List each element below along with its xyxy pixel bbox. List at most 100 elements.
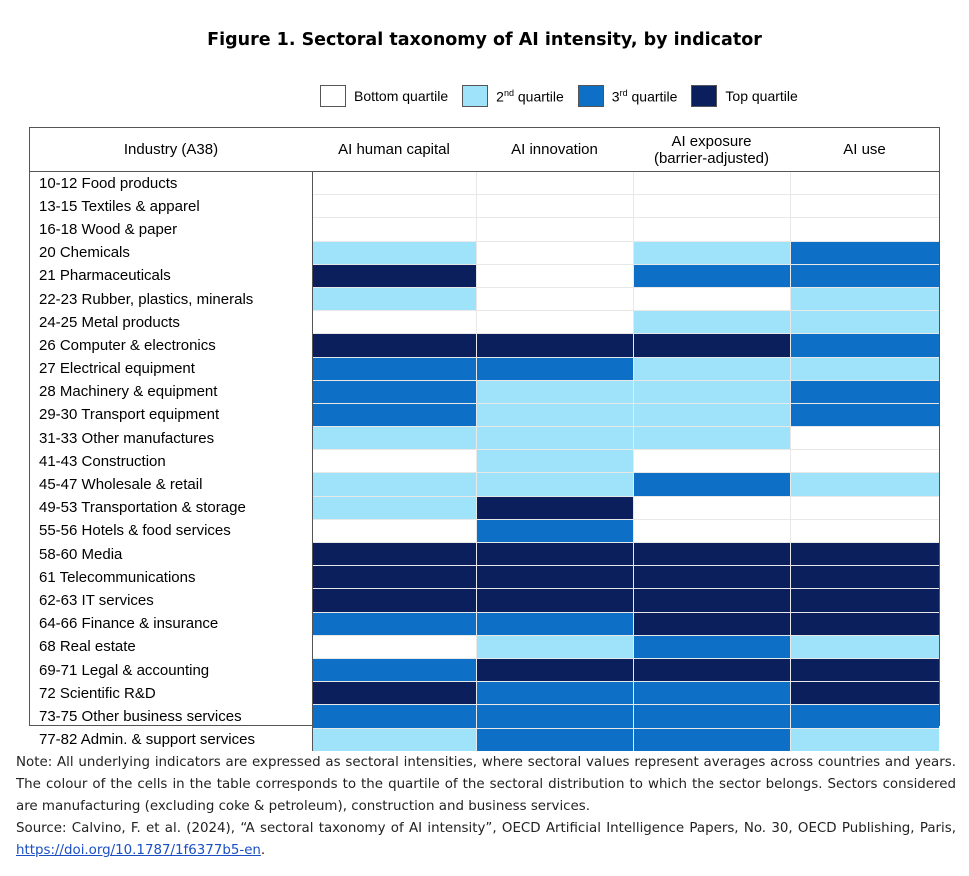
quartile-cell bbox=[789, 426, 939, 451]
table-row: 62-63 IT services bbox=[30, 588, 939, 613]
industry-label: 26 Computer & electronics bbox=[30, 333, 313, 357]
quartile-cell bbox=[475, 194, 633, 219]
quartile-cell bbox=[789, 635, 939, 659]
quartile-cell bbox=[632, 704, 790, 729]
quartile-cell bbox=[311, 357, 476, 381]
legend-item-2nd-quartile: 2nd quartile bbox=[462, 85, 564, 107]
legend-label-2nd: 2nd quartile bbox=[496, 87, 564, 105]
header-ai-human-capital: AI human capital bbox=[312, 128, 476, 172]
industry-label: 10-12 Food products bbox=[30, 171, 313, 195]
quartile-cell bbox=[311, 519, 476, 544]
quartile-cell bbox=[789, 565, 939, 590]
table-row: 61 Telecommunications bbox=[30, 565, 939, 590]
quartile-cell bbox=[789, 612, 939, 636]
quartile-cell bbox=[475, 496, 633, 520]
quartile-cell bbox=[311, 194, 476, 219]
quartile-cell bbox=[632, 194, 790, 219]
quartile-cell bbox=[789, 264, 939, 288]
industry-label: 29-30 Transport equipment bbox=[30, 403, 313, 427]
table-row: 55-56 Hotels & food services bbox=[30, 519, 939, 544]
table-row: 20 Chemicals bbox=[30, 241, 939, 265]
quartile-cell bbox=[475, 310, 633, 335]
quartile-cell bbox=[311, 310, 476, 335]
quartile-cell bbox=[311, 728, 476, 751]
quartile-cell bbox=[311, 658, 476, 683]
quartile-cell bbox=[632, 403, 790, 428]
industry-label: 13-15 Textiles & apparel bbox=[30, 194, 313, 218]
industry-label: 58-60 Media bbox=[30, 542, 313, 566]
table-row: 58-60 Media bbox=[30, 542, 939, 567]
table-row: 41-43 Construction bbox=[30, 449, 939, 474]
industry-label: 62-63 IT services bbox=[30, 588, 313, 613]
quartile-cell bbox=[632, 612, 790, 636]
table-row: 31-33 Other manufactures bbox=[30, 426, 939, 451]
table-row: 22-23 Rubber, plastics, minerals bbox=[30, 287, 939, 312]
table-row: 72 Scientific R&D bbox=[30, 681, 939, 706]
industry-label: 21 Pharmaceuticals bbox=[30, 264, 313, 288]
legend-label-3rd: 3rd quartile bbox=[611, 87, 678, 105]
industry-label: 64-66 Finance & insurance bbox=[30, 612, 313, 636]
quartile-cell bbox=[789, 287, 939, 312]
quartile-cell bbox=[789, 496, 939, 520]
quartile-cell bbox=[789, 171, 939, 196]
quartile-cell bbox=[475, 403, 633, 428]
quartile-cell bbox=[789, 588, 939, 613]
quartile-cell bbox=[475, 612, 633, 636]
legend-swatch-top bbox=[691, 85, 718, 107]
table-row: 73-75 Other business services bbox=[30, 704, 939, 729]
note-text: Note: All underlying indicators are expr… bbox=[16, 755, 956, 814]
quartile-cell bbox=[475, 449, 633, 474]
header-ai-use: AI use bbox=[790, 128, 939, 172]
industry-label: 22-23 Rubber, plastics, minerals bbox=[30, 287, 313, 311]
industry-label: 20 Chemicals bbox=[30, 241, 313, 265]
table-row: 21 Pharmaceuticals bbox=[30, 264, 939, 288]
quartile-cell bbox=[311, 542, 476, 567]
quartile-cell bbox=[789, 333, 939, 358]
quartile-cell bbox=[632, 681, 790, 706]
quartile-cell bbox=[311, 704, 476, 729]
quartile-cell bbox=[789, 357, 939, 381]
quartile-cell bbox=[475, 658, 633, 683]
figure-note: Note: All underlying indicators are expr… bbox=[16, 752, 956, 862]
quartile-cell bbox=[475, 287, 633, 312]
quartile-cell bbox=[632, 241, 790, 265]
quartile-cell bbox=[789, 519, 939, 544]
quartile-cell bbox=[789, 194, 939, 219]
legend-label-bottom: Bottom quartile bbox=[354, 88, 449, 104]
header-industry: Industry (A38) bbox=[30, 128, 312, 172]
table-row: 29-30 Transport equipment bbox=[30, 403, 939, 428]
quartile-cell bbox=[789, 403, 939, 428]
source-text: Source: Calvino, F. et al. (2024), “A se… bbox=[16, 821, 956, 858]
quartile-cell bbox=[311, 241, 476, 265]
industry-label: 16-18 Wood & paper bbox=[30, 217, 313, 242]
quartile-cell bbox=[632, 496, 790, 520]
quartile-cell bbox=[632, 357, 790, 381]
table-row: 26 Computer & electronics bbox=[30, 333, 939, 358]
quartile-cell bbox=[311, 333, 476, 358]
quartile-cell bbox=[789, 217, 939, 242]
quartile-cell bbox=[632, 333, 790, 358]
quartile-cell bbox=[632, 588, 790, 613]
quartile-cell bbox=[475, 333, 633, 358]
quartile-cell bbox=[632, 264, 790, 288]
quartile-cell bbox=[475, 264, 633, 288]
quartile-cell bbox=[789, 542, 939, 567]
legend: Bottom quartile 2nd quartile 3rd quartil… bbox=[320, 83, 812, 109]
source-doi-link[interactable]: https://doi.org/10.1787/1f6377b5-en bbox=[16, 843, 261, 858]
header-ai-innovation: AI innovation bbox=[476, 128, 633, 172]
industry-label: 49-53 Transportation & storage bbox=[30, 496, 313, 520]
quartile-cell bbox=[789, 658, 939, 683]
legend-item-3rd-quartile: 3rd quartile bbox=[577, 85, 678, 107]
quartile-cell bbox=[789, 728, 939, 751]
quartile-cell bbox=[475, 241, 633, 265]
quartile-cell bbox=[311, 496, 476, 520]
quartile-cell bbox=[632, 310, 790, 335]
table-row: 45-47 Wholesale & retail bbox=[30, 472, 939, 497]
quartile-cell bbox=[789, 449, 939, 474]
quartile-cell bbox=[475, 426, 633, 451]
quartile-cell bbox=[632, 658, 790, 683]
quartile-cell bbox=[311, 612, 476, 636]
table-row: 64-66 Finance & insurance bbox=[30, 612, 939, 636]
quartile-cell bbox=[789, 241, 939, 265]
quartile-cell bbox=[475, 635, 633, 659]
